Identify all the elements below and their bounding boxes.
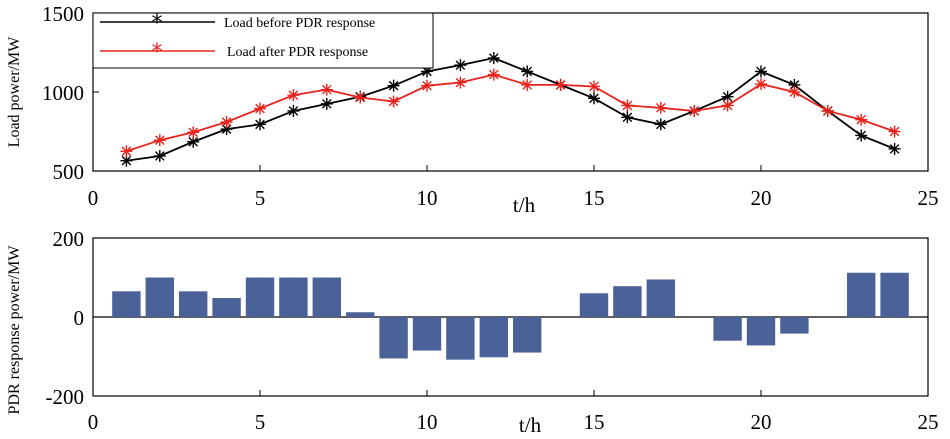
series-0-point-11 (454, 59, 467, 72)
series-line-1 (126, 73, 895, 153)
series-1-point-15 (588, 80, 600, 93)
bar-hour-2 (145, 277, 174, 317)
series-1-point-6 (287, 89, 300, 102)
bar-hour-13 (513, 317, 542, 353)
bar-hour-3 (179, 291, 208, 317)
series-1-point-19 (721, 99, 734, 112)
series-1-point-10 (421, 79, 433, 92)
top-ytick-label-1500: 1500 (42, 2, 84, 26)
bottom-ytick-label--200: -200 (46, 385, 85, 409)
legend-label-after: Load after PDR response (227, 45, 368, 60)
bottom-ylabel: PDR response power/MW (6, 245, 23, 415)
series-1-point-16 (621, 99, 634, 112)
series-1-point-5 (254, 102, 266, 115)
series-0-point-12 (487, 52, 500, 65)
bar-hour-12 (479, 317, 508, 358)
bottom-ytick-label-200: 200 (53, 227, 85, 251)
series-1-point-22 (821, 104, 834, 117)
bar-hour-7 (312, 277, 341, 317)
bar-hour-10 (412, 317, 442, 351)
legend-label-before: Load before PDR response (224, 16, 375, 31)
series-1-point-14 (554, 78, 567, 91)
bottom-xtick-label-10: 10 (417, 410, 438, 434)
series-1-point-17 (654, 101, 667, 114)
series-0-point-17 (654, 118, 667, 131)
bar-hour-15 (579, 293, 609, 317)
series-0-point-9 (387, 79, 400, 92)
top-ytick-label-500: 500 (53, 160, 85, 184)
series-0-point-23 (855, 129, 868, 142)
bar-hour-20 (746, 317, 776, 346)
series-1-point-23 (855, 113, 868, 126)
series-1-point-12 (487, 68, 500, 81)
top-xlabel: t/h (513, 193, 536, 217)
bottom-xtick-label-0: 0 (88, 410, 99, 434)
bottom-bars-group (93, 272, 928, 360)
series-1-point-18 (688, 104, 701, 117)
series-1-point-8 (354, 91, 367, 104)
bar-hour-1 (112, 291, 141, 317)
series-0-point-1 (120, 154, 133, 167)
bottom-xtick-label-15: 15 (584, 410, 605, 434)
top-xtick-label-10: 10 (417, 186, 438, 210)
series-1-point-21 (788, 86, 801, 98)
top-xtick-label-20: 20 (751, 186, 772, 210)
series-1-point-11 (454, 76, 467, 89)
top-xtick-label-0: 0 (88, 186, 99, 210)
series-1-point-13 (521, 78, 534, 91)
load-power-panel: 0 5 10 15 20 25 500 1000 1500 * Load before PDR … (6, 2, 939, 217)
series-1-point-7 (320, 83, 333, 96)
series-0-point-6 (287, 104, 300, 117)
bar-hour-17 (646, 279, 675, 317)
bottom-xlabel: t/h (519, 413, 542, 437)
bottom-xtick-label-5: 5 (255, 410, 266, 434)
bar-hour-16 (613, 286, 642, 317)
series-0-point-3 (187, 135, 200, 148)
series-0-point-16 (621, 111, 634, 124)
series-0-point-5 (254, 118, 266, 131)
bar-hour-24 (880, 272, 909, 317)
bar-hour-9 (379, 317, 408, 359)
bottom-ytick-label-0: 0 (74, 306, 85, 330)
series-0-point-24 (888, 142, 901, 155)
series-1-point-1 (120, 145, 133, 158)
series-1-point-2 (153, 134, 166, 147)
series-0-point-2 (153, 149, 166, 162)
bar-hour-23 (847, 272, 876, 317)
bar-hour-5 (245, 277, 275, 317)
top-ylabel: Load power/MW (6, 36, 23, 148)
bottom-xtick-label-20: 20 (751, 410, 772, 434)
bar-hour-21 (780, 317, 809, 334)
series-1-point-4 (220, 116, 233, 129)
series-0-point-15 (588, 92, 600, 105)
legend: * Load before PDR response * Load after … (92, 11, 434, 69)
top-xtick-label-5: 5 (255, 186, 266, 210)
series-1-point-20 (755, 78, 767, 91)
series-0-point-20 (755, 65, 767, 78)
series-1-point-9 (387, 95, 400, 108)
series-line-0 (126, 57, 895, 162)
bar-hour-8 (346, 312, 375, 317)
top-series-group (120, 52, 901, 167)
bar-hour-11 (446, 317, 475, 360)
bar-hour-4 (212, 298, 241, 317)
series-1-point-3 (187, 126, 200, 139)
series-0-point-7 (320, 97, 333, 110)
top-xtick-label-15: 15 (584, 186, 605, 210)
bottom-xtick-label-25: 25 (918, 410, 939, 434)
top-ytick-label-1000: 1000 (42, 81, 84, 105)
series-1-point-24 (888, 125, 901, 138)
top-xtick-label-25: 25 (918, 186, 939, 210)
legend-marker-before: * (152, 11, 163, 36)
legend-marker-after: * (152, 40, 163, 65)
series-0-point-13 (521, 65, 534, 78)
bar-hour-6 (279, 277, 308, 317)
bar-hour-19 (713, 317, 742, 341)
